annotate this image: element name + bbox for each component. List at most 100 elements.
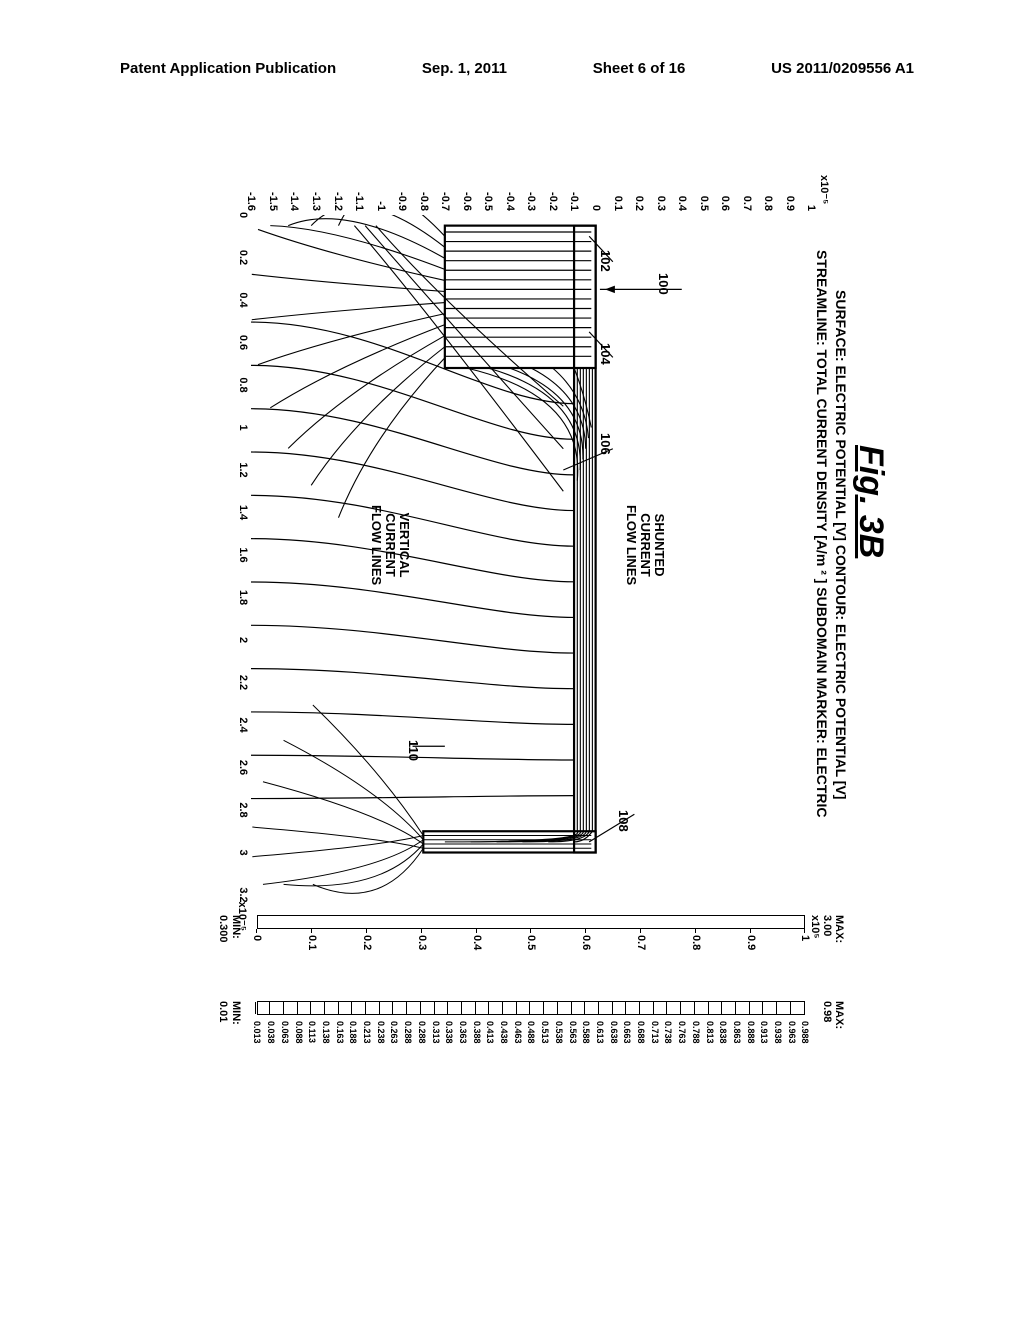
cbar2-tick: 0.388 <box>472 1021 482 1044</box>
cbar2-tick: 0.363 <box>458 1021 468 1044</box>
cbar1-rect <box>257 915 805 929</box>
cbar2-tick: 0.863 <box>732 1021 742 1044</box>
cbar2-tick: 0.763 <box>677 1021 687 1044</box>
cbar1-tick: 0.1 <box>306 935 318 950</box>
cbar2-tick: 0.313 <box>431 1021 441 1044</box>
y-tick: -1.2 <box>332 192 344 211</box>
y-tick: 0.3 <box>655 196 667 211</box>
cbar2-tick: 0.188 <box>348 1021 358 1044</box>
header-date: Sep. 1, 2011 <box>422 60 507 84</box>
x-tick: 2.8 <box>237 802 249 817</box>
cbar2-tick: 0.638 <box>609 1021 619 1044</box>
ref-104: 104 <box>598 343 613 365</box>
cbar2-tick: 0.038 <box>266 1021 276 1044</box>
y-tick: 1 <box>805 205 817 211</box>
cbar2-max: MAX: 0.98 <box>821 1001 845 1029</box>
cbar2-tick: 0.338 <box>444 1021 454 1044</box>
cbar2-tick: 0.288 <box>403 1021 413 1044</box>
figure-title: Fig. 3B <box>851 445 890 1215</box>
x-tick: 0 <box>237 212 249 218</box>
y-tick: 0.7 <box>741 196 753 211</box>
cbar2-tick: 0.288 <box>417 1021 427 1044</box>
x-tick: 1.2 <box>237 462 249 477</box>
cbar2-tick: 0.738 <box>663 1021 673 1044</box>
cbar2-tick: 0.613 <box>595 1021 605 1044</box>
ref-108: 108 <box>616 810 631 832</box>
cbar2-tick: 0.113 <box>307 1021 317 1043</box>
page-header: Patent Application Publication Sep. 1, 2… <box>0 60 1024 84</box>
y-tick: 0.6 <box>719 196 731 211</box>
cbar2-tick: 0.463 <box>513 1021 523 1044</box>
y-tick: -0.5 <box>482 192 494 211</box>
plot-svg <box>251 215 811 895</box>
y-tick: 0.1 <box>612 196 624 211</box>
cbar2-tick: 0.488 <box>526 1021 536 1044</box>
annot-vertical: VERTICAL CURRENT FLOW LINES <box>369 505 412 585</box>
header-left: Patent Application Publication <box>120 60 336 84</box>
cbar1-tick: 1 <box>799 935 811 941</box>
x-tick: 3 <box>237 849 249 855</box>
cbar2-tick: 0.088 <box>294 1021 304 1044</box>
cbar2-tick: 0.888 <box>746 1021 756 1044</box>
y-tick: 0.5 <box>698 196 710 211</box>
cbar1-tick: 0.6 <box>580 935 592 950</box>
cbar1-tick: 0.9 <box>745 935 757 950</box>
x-tick: 1.8 <box>237 590 249 605</box>
cbar2-tick: 0.938 <box>773 1021 783 1044</box>
cbar2-tick: 0.413 <box>485 1021 495 1044</box>
y-tick: -0.4 <box>504 192 516 211</box>
x-tick: 2.2 <box>237 675 249 690</box>
x-tick: 1 <box>237 424 249 430</box>
y-tick: 0 <box>590 205 602 211</box>
y-tick: -0.8 <box>418 192 430 211</box>
cbar1-tick: 0.3 <box>416 935 428 950</box>
plot-row: x10⁻⁵ 10.90.80.70.60.50.40.30.20.10-0.1-… <box>251 175 811 1215</box>
ref-102: 102 <box>598 250 613 272</box>
y-tick: -0.9 <box>396 192 408 211</box>
x-tick: 2 <box>237 637 249 643</box>
y-axis: x10⁻⁵ 10.90.80.70.60.50.40.30.20.10-0.1-… <box>251 175 811 215</box>
y-tick: -0.1 <box>568 192 580 211</box>
cbar2-tick: 0.263 <box>389 1021 399 1044</box>
ref-100: 100 <box>656 273 671 295</box>
figure-subtitle-2: STREAMLINE: TOTAL CURRENT DENSITY [A/m ²… <box>813 250 830 1215</box>
cbar2-tick: 0.438 <box>499 1021 509 1044</box>
cbar2-tick: 0.838 <box>718 1021 728 1044</box>
figure-subtitle-1: SURFACE: ELECTRIC POTENTIAL [V] CONTOUR:… <box>832 290 849 1215</box>
cbar1-tick: 0 <box>251 935 263 941</box>
cbar2-tick: 0.238 <box>376 1021 386 1044</box>
x-tick: 0.8 <box>237 377 249 392</box>
cbar2-tick: 0.163 <box>335 1021 345 1044</box>
y-tick: -1.1 <box>353 192 365 211</box>
cbar2-tick: 0.138 <box>321 1021 331 1044</box>
x-tick: 1.6 <box>237 547 249 562</box>
cbar2-tick: 0.538 <box>554 1021 564 1044</box>
cbar2-tick: 0.213 <box>362 1021 372 1044</box>
cbar1-tick: 0.4 <box>471 935 483 950</box>
x-tick: 2.4 <box>237 717 249 732</box>
y-tick: 0.9 <box>784 196 796 211</box>
x-scale-label: x10⁻⁵ <box>236 902 249 931</box>
x-tick: 0.2 <box>237 250 249 265</box>
x-tick: 1.4 <box>237 505 249 520</box>
cbar2-tick: 0.588 <box>581 1021 591 1044</box>
figure-inner: Fig. 3B SURFACE: ELECTRIC POTENTIAL [V] … <box>130 175 890 1215</box>
annot-shunted: SHUNTED CURRENT FLOW LINES <box>624 505 667 585</box>
cbar2-tick: 0.563 <box>568 1021 578 1044</box>
x-tick: 0.4 <box>237 292 249 307</box>
colorbar-2: MAX: 0.98 0.9880.9630.9380.9130.8880.863… <box>251 1001 811 1081</box>
cbar1-tick: 0.7 <box>635 935 647 950</box>
cbar1-tick: 0.5 <box>525 935 537 950</box>
colorbar-1: MAX: 3.00 x10⁵ 10.90.80.70.60.50.40.30.2… <box>251 915 811 975</box>
cbar1-tick: 0.2 <box>361 935 373 950</box>
cbar2-rect <box>257 1001 805 1015</box>
cbar1-tick: 0.8 <box>690 935 702 950</box>
y-tick: -1.5 <box>267 192 279 211</box>
cbar2-tick: 0.813 <box>705 1021 715 1044</box>
y-tick: -0.6 <box>461 192 473 211</box>
cbar2-tick: 0.663 <box>622 1021 632 1044</box>
cbar2-tick: 0.913 <box>759 1021 769 1044</box>
x-axis: 00.20.40.60.811.21.41.61.822.22.42.62.83… <box>211 215 251 895</box>
cbar2-tick: 0.513 <box>540 1021 550 1044</box>
y-tick: -1.3 <box>310 192 322 211</box>
